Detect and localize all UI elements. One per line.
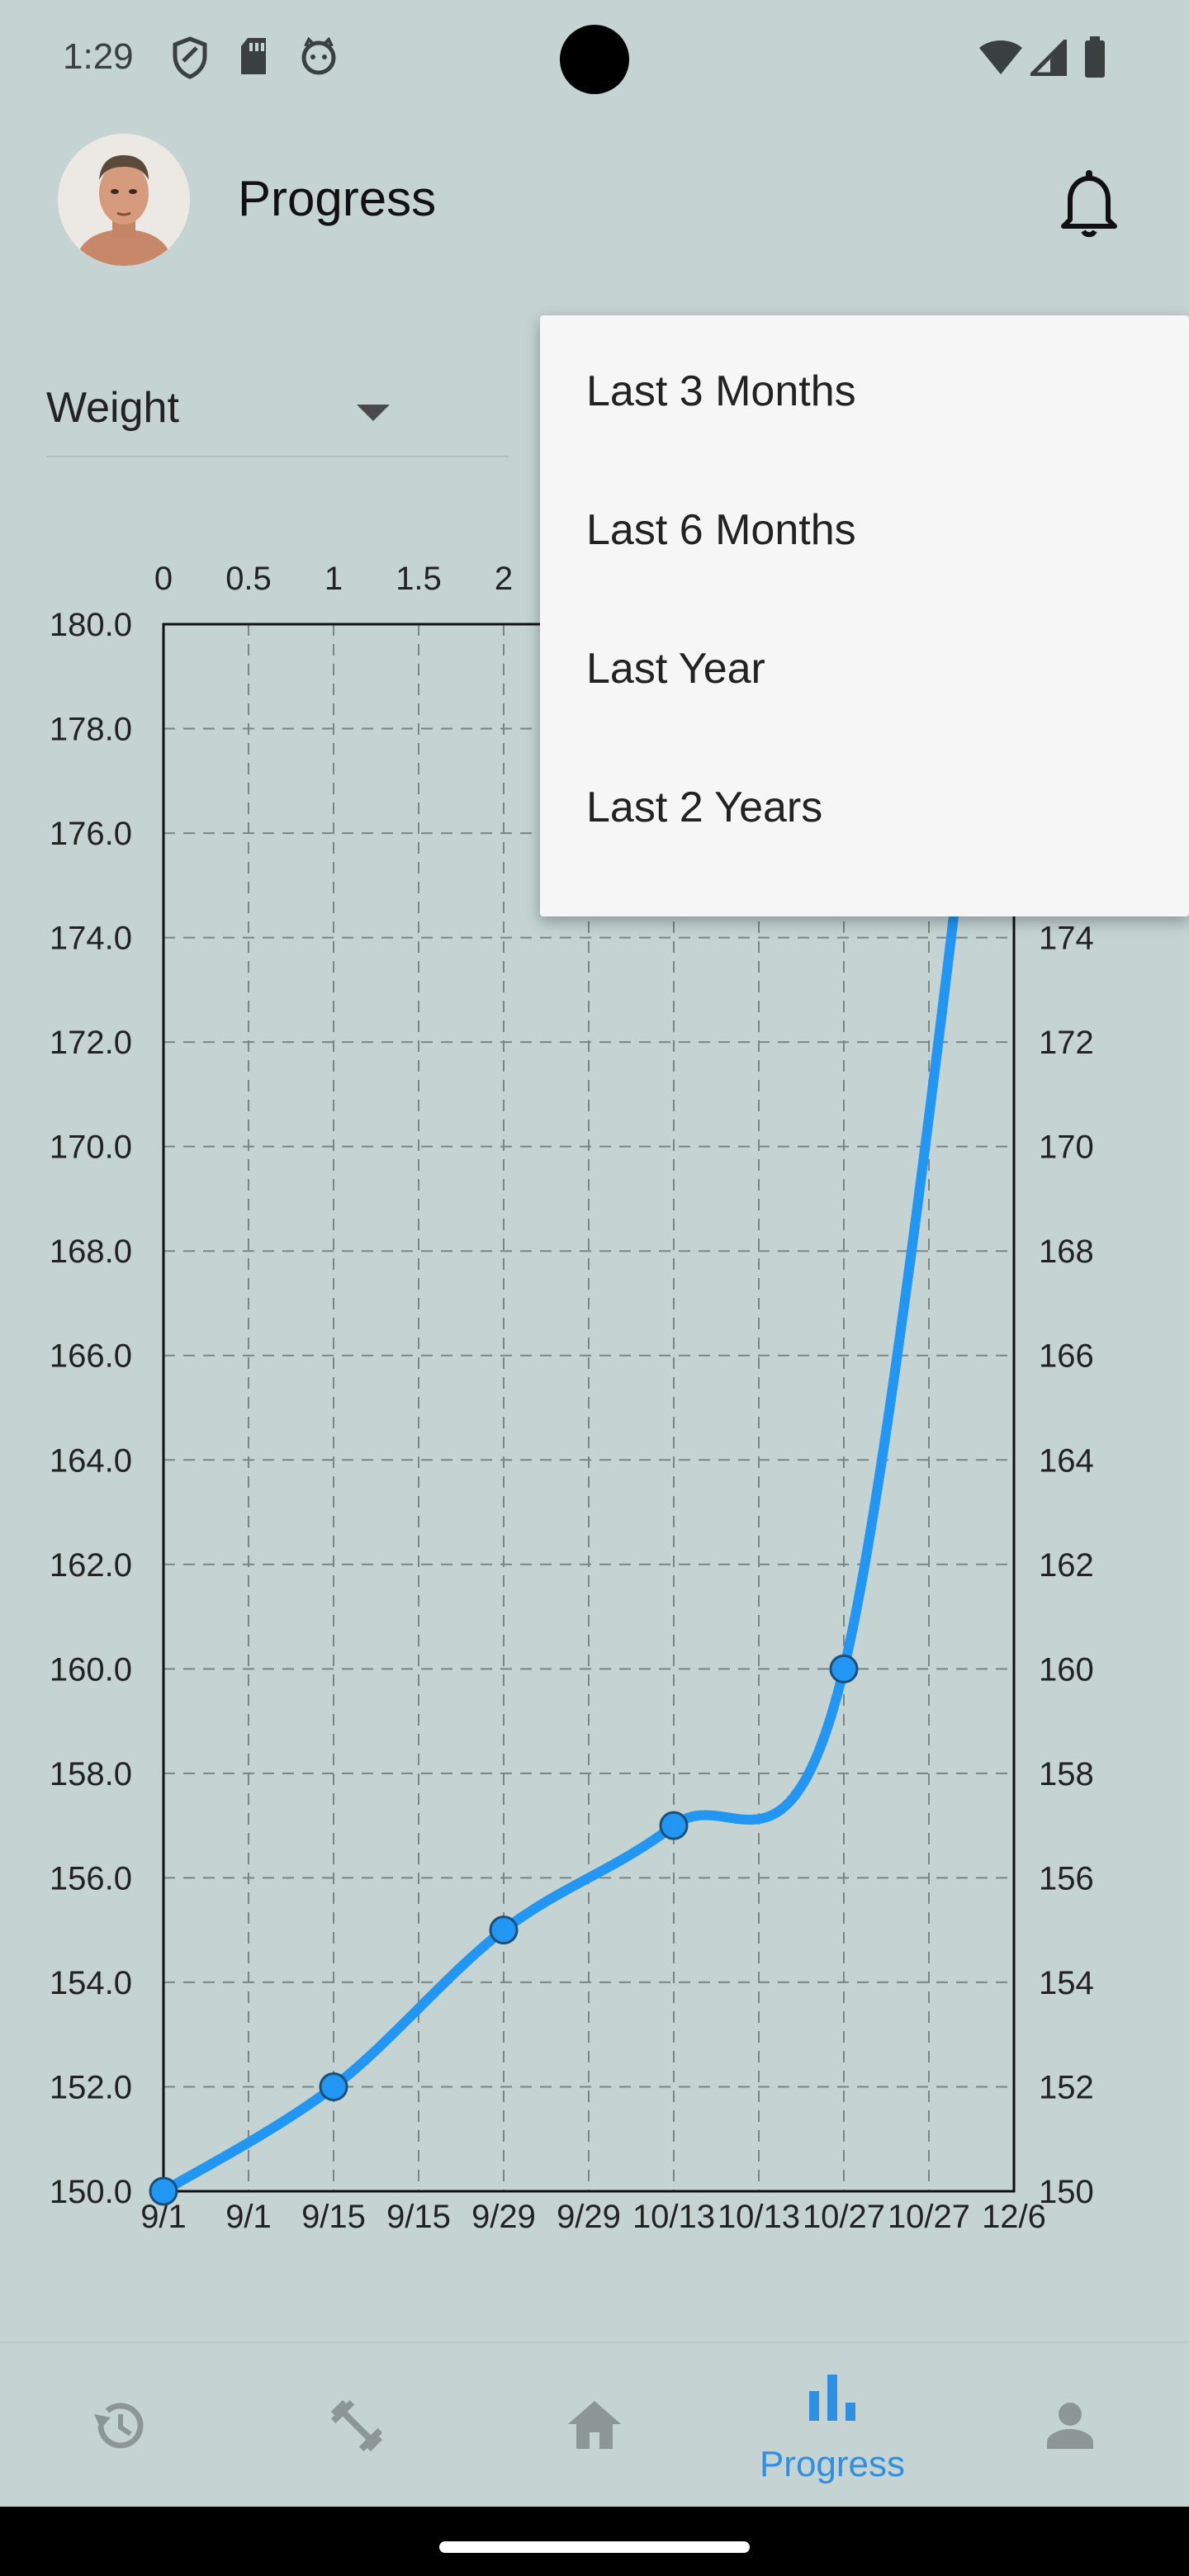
status-bar: 1:29 [0,0,1189,124]
nav-progress[interactable]: Progress [713,2343,951,2508]
menu-item-label: Last 6 Months [586,506,856,554]
y-tick-label-right: 166 [1039,1338,1094,1375]
y-tick-label-left: 168.0 [50,1234,132,1270]
x-tick-label-bottom: 10/13 [718,2199,800,2235]
weight-data-point [149,2176,178,2206]
system-nav-bar [0,2507,1189,2576]
nav-workouts[interactable] [238,2343,476,2508]
menu-item-label: Last 2 Years [586,784,823,831]
menu-item-last-6-months[interactable]: Last 6 Months [540,462,1189,601]
x-tick-label-top: 0.5 [225,561,272,597]
y-tick-label-right: 156 [1039,1860,1094,1896]
y-tick-label-left: 152.0 [50,2069,132,2105]
menu-item-last-3-months[interactable]: Last 3 Months [540,324,1189,462]
y-tick-label-left: 170.0 [50,1129,132,1166]
nav-history[interactable] [0,2343,238,2508]
x-tick-label-bottom: 12/6 [982,2199,1046,2235]
bell-icon[interactable] [1054,165,1125,241]
y-tick-label-left: 172.0 [50,1025,132,1061]
cellular-signal-icon [1030,40,1067,76]
shield-icon [173,36,207,79]
y-tick-label-left: 178.0 [50,712,132,748]
y-tick-label-left: 150.0 [50,2174,132,2210]
x-tick-label-top: 1 [324,561,343,597]
y-tick-label-left: 166.0 [50,1338,132,1375]
y-tick-label-left: 164.0 [50,1442,132,1479]
history-icon [94,2403,144,2449]
profile-photo [58,134,190,266]
x-tick-label-bottom: 9/15 [386,2199,451,2235]
weight-data-point [829,1654,859,1683]
y-tick-label-right: 172 [1039,1025,1094,1061]
wifi-icon [979,40,1022,74]
menu-item-last-year[interactable]: Last Year [540,601,1189,740]
x-tick-label-top: 1.5 [396,561,442,597]
metric-dropdown-value: Weight [46,384,179,432]
nav-profile[interactable] [951,2343,1189,2508]
sd-card-icon [241,38,266,74]
y-tick-label-left: 174.0 [50,921,132,957]
y-tick-label-right: 164 [1039,1442,1094,1479]
y-tick-label-left: 162.0 [50,1547,132,1584]
home-icon [568,2401,621,2449]
chart-canvas: 150.0 152.0 154.0 156.0 158.0 160.0 162.0 164.0… [50,561,1094,2235]
y-tick-label-left: 158.0 [50,1756,132,1792]
y-tick-label-right: 174 [1039,921,1094,957]
nav-label: Progress [759,2444,906,2484]
y-tick-label-left: 156.0 [50,1860,132,1896]
caret-down-icon [357,405,390,421]
weight-data-point [489,1915,519,1945]
x-tick-label-top: 2 [495,561,513,597]
y-tick-label-right: 152 [1039,2069,1094,2105]
x-tick-label-bottom: 10/27 [803,2199,885,2235]
x-tick-label-bottom: 10/13 [632,2199,715,2235]
menu-item-label: Last 3 Months [586,367,856,415]
y-tick-label-right: 162 [1039,1547,1094,1584]
cat-face-icon [301,36,336,75]
y-tick-label-left: 176.0 [50,816,132,852]
y-tick-label-left: 154.0 [50,1965,132,2001]
y-tick-label-right: 160 [1039,1651,1094,1688]
x-tick-label-bottom: 9/29 [557,2199,621,2235]
battery-icon [1085,36,1105,78]
y-tick-label-right: 170 [1039,1129,1094,1166]
y-tick-label-left: 180.0 [50,607,132,643]
x-tick-label-bottom: 9/15 [301,2199,366,2235]
x-tick-label-bottom: 9/29 [471,2199,536,2235]
nav-home[interactable] [476,2343,713,2508]
x-tick-label-bottom: 9/1 [225,2199,272,2235]
person-icon [1047,2403,1093,2449]
y-tick-label-right: 168 [1039,1234,1094,1270]
weight-series-line [159,624,994,2196]
menu-item-label: Last Year [586,645,765,693]
weight-data-point [659,1811,689,1840]
metric-dropdown[interactable]: Weight [46,370,509,457]
weight-chart: 150.0 152.0 154.0 156.0 158.0 160.0 162.0 164.0… [0,495,1189,2312]
bar-chart-icon [809,2375,855,2421]
y-tick-label-right: 154 [1039,1965,1094,2001]
home-gesture-pill[interactable] [439,2541,750,2553]
y-tick-label-right: 150 [1039,2174,1094,2210]
dumbbell-icon [330,2399,383,2452]
y-tick-label-left: 160.0 [50,1651,132,1688]
avatar[interactable] [58,134,190,266]
weight-data-point [319,2072,348,2101]
bottom-nav: Progress [0,2342,1189,2508]
page-title: Progress [238,171,437,226]
menu-item-last-2-years[interactable]: Last 2 Years [540,740,1189,878]
x-tick-label-bottom: 10/27 [888,2199,970,2235]
y-tick-label-right: 158 [1039,1756,1094,1792]
range-menu: Last 3 Months Last 6 Months Last Year La… [540,315,1189,916]
camera-cutout [560,25,629,94]
status-time: 1:29 [63,36,134,77]
x-tick-label-top: 0 [154,561,173,597]
